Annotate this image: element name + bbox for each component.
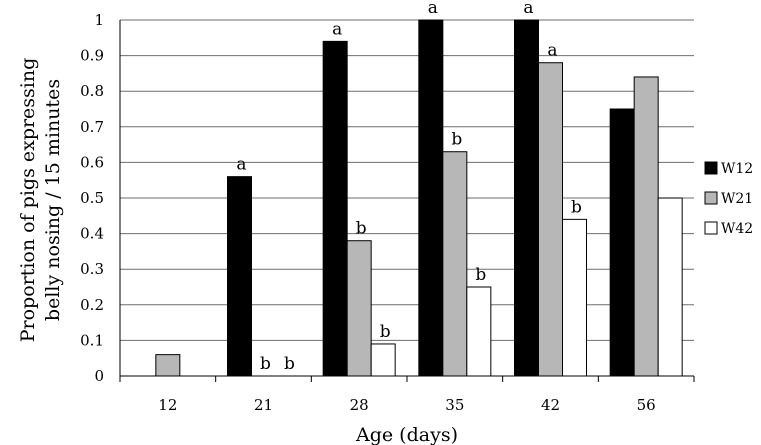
bar-w12-21: [227, 176, 252, 377]
y-axis-ticks: 0 0.1 0.2 0.3 0.4 0.5 0.6 0.7 0.8 0.9 1: [80, 11, 104, 385]
y-tick-label: 0.9: [80, 47, 104, 65]
significance-label: b: [260, 354, 271, 374]
x-tick-label: 35: [445, 396, 464, 414]
significance-label: b: [475, 265, 486, 285]
legend-label: W42: [721, 221, 753, 237]
bar-w12-35: [418, 19, 444, 377]
y-tick-label: 0.1: [80, 331, 104, 349]
significance-label: a: [332, 19, 342, 39]
y-tick-label: 0: [94, 367, 104, 385]
bar-w42-35: [466, 286, 492, 377]
bar-w42-56: [657, 197, 683, 377]
legend-swatch-w21: [704, 191, 718, 205]
bar-w42-42: [562, 218, 587, 377]
x-axis-title: Age (days): [355, 424, 458, 445]
significance-label: a: [547, 41, 557, 61]
bar-w21-42: [538, 62, 563, 377]
gridlines: [120, 19, 694, 341]
y-tick-label: 0.8: [80, 82, 104, 100]
y-tick-label: 0.3: [80, 260, 104, 278]
legend-swatch-w12: [704, 161, 718, 175]
legend-swatch-w42: [704, 221, 718, 235]
legend-label: W12: [721, 161, 753, 177]
bar-w12-28: [322, 40, 348, 377]
bar-w21-56: [633, 76, 659, 377]
significance-label: a: [428, 0, 438, 18]
bar-w12-42: [514, 19, 539, 377]
bar-w21-28: [346, 240, 372, 377]
bar-w21-12: [155, 354, 181, 377]
bar-w42-28: [370, 343, 396, 377]
bar-w12-56: [609, 108, 635, 377]
y-tick-label: 0.7: [80, 118, 104, 136]
x-tick-label: 42: [541, 396, 560, 414]
y-tick-label: 0.6: [80, 153, 104, 171]
significance-label: a: [523, 0, 533, 18]
legend: W12 W21 W42: [704, 161, 753, 237]
y-tick-label: 0.5: [80, 189, 104, 207]
y-axis-title-line1: Proportion of pigs expressing: [17, 58, 39, 343]
y-tick-label: 0.4: [80, 225, 104, 243]
bar-w21-35: [442, 151, 468, 377]
significance-label: b: [451, 130, 462, 150]
y-axis-title-line2: belly nosing / 15 minutes: [42, 79, 64, 321]
legend-label: W21: [721, 191, 753, 207]
bars: [155, 19, 683, 377]
x-axis-ticks: 12 21 28 35 42 56: [119, 376, 695, 414]
significance-label: b: [380, 322, 391, 342]
x-tick-label: 28: [350, 396, 369, 414]
x-tick-label: 56: [637, 396, 656, 414]
significance-label: b: [284, 354, 295, 374]
significance-label: a: [236, 155, 246, 175]
y-tick-label: 0.2: [80, 296, 104, 314]
significance-label: b: [356, 219, 367, 239]
x-tick-label: 21: [254, 396, 273, 414]
x-tick-label: 12: [158, 396, 177, 414]
y-tick-label: 1: [94, 11, 104, 29]
significance-label: b: [571, 197, 582, 217]
